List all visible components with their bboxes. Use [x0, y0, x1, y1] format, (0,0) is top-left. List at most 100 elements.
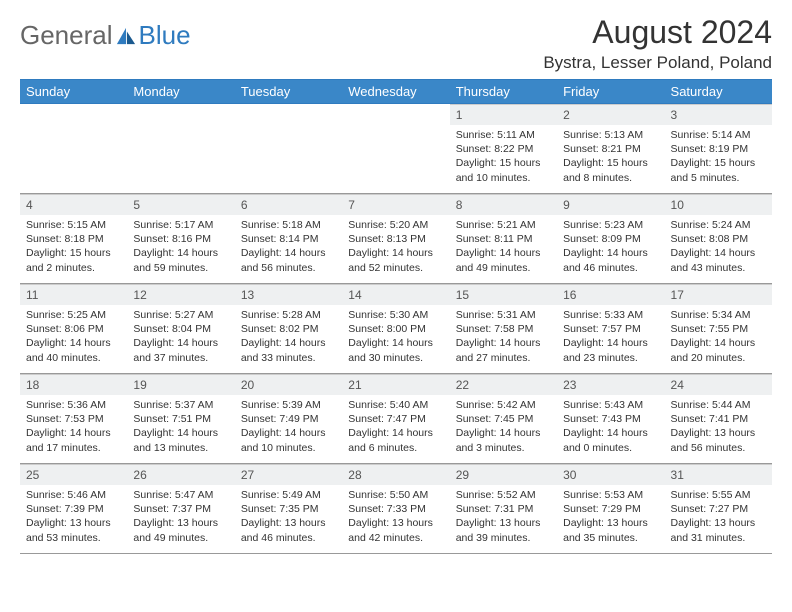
day-number: 14	[342, 284, 449, 305]
brand-logo: General Blue	[20, 20, 191, 51]
calendar-cell: 7Sunrise: 5:20 AMSunset: 8:13 PMDaylight…	[342, 194, 449, 284]
day-data: Sunrise: 5:42 AMSunset: 7:45 PMDaylight:…	[450, 395, 557, 459]
day-number: 28	[342, 464, 449, 485]
day-data: Sunrise: 5:25 AMSunset: 8:06 PMDaylight:…	[20, 305, 127, 369]
day-number: 25	[20, 464, 127, 485]
day-number: 24	[665, 374, 772, 395]
calendar-cell: 21Sunrise: 5:40 AMSunset: 7:47 PMDayligh…	[342, 374, 449, 464]
day-data: Sunrise: 5:11 AMSunset: 8:22 PMDaylight:…	[450, 125, 557, 189]
day-number: 4	[20, 194, 127, 215]
day-number: 1	[450, 104, 557, 125]
day-data: Sunrise: 5:21 AMSunset: 8:11 PMDaylight:…	[450, 215, 557, 279]
day-data: Sunrise: 5:46 AMSunset: 7:39 PMDaylight:…	[20, 485, 127, 549]
calendar-cell: 3Sunrise: 5:14 AMSunset: 8:19 PMDaylight…	[665, 104, 772, 194]
day-number: 31	[665, 464, 772, 485]
calendar-cell: 4Sunrise: 5:15 AMSunset: 8:18 PMDaylight…	[20, 194, 127, 284]
day-header: Thursday	[450, 80, 557, 104]
calendar-cell: 22Sunrise: 5:42 AMSunset: 7:45 PMDayligh…	[450, 374, 557, 464]
calendar-cell: 26Sunrise: 5:47 AMSunset: 7:37 PMDayligh…	[127, 464, 234, 554]
calendar-week-row: 25Sunrise: 5:46 AMSunset: 7:39 PMDayligh…	[20, 464, 772, 554]
day-data: Sunrise: 5:14 AMSunset: 8:19 PMDaylight:…	[665, 125, 772, 189]
day-data: Sunrise: 5:47 AMSunset: 7:37 PMDaylight:…	[127, 485, 234, 549]
day-number: 23	[557, 374, 664, 395]
logo-sail-icon	[115, 26, 137, 46]
calendar-cell	[127, 104, 234, 194]
day-number: 7	[342, 194, 449, 215]
day-number: 5	[127, 194, 234, 215]
day-number: 10	[665, 194, 772, 215]
day-data: Sunrise: 5:36 AMSunset: 7:53 PMDaylight:…	[20, 395, 127, 459]
day-number: 15	[450, 284, 557, 305]
calendar-cell: 20Sunrise: 5:39 AMSunset: 7:49 PMDayligh…	[235, 374, 342, 464]
day-data: Sunrise: 5:50 AMSunset: 7:33 PMDaylight:…	[342, 485, 449, 549]
day-header: Sunday	[20, 80, 127, 104]
day-data: Sunrise: 5:13 AMSunset: 8:21 PMDaylight:…	[557, 125, 664, 189]
calendar-cell: 2Sunrise: 5:13 AMSunset: 8:21 PMDaylight…	[557, 104, 664, 194]
calendar-cell: 14Sunrise: 5:30 AMSunset: 8:00 PMDayligh…	[342, 284, 449, 374]
calendar-cell: 28Sunrise: 5:50 AMSunset: 7:33 PMDayligh…	[342, 464, 449, 554]
day-data: Sunrise: 5:43 AMSunset: 7:43 PMDaylight:…	[557, 395, 664, 459]
calendar-cell: 12Sunrise: 5:27 AMSunset: 8:04 PMDayligh…	[127, 284, 234, 374]
day-data: Sunrise: 5:33 AMSunset: 7:57 PMDaylight:…	[557, 305, 664, 369]
day-number: 16	[557, 284, 664, 305]
brand-general: General	[20, 20, 113, 51]
day-number: 3	[665, 104, 772, 125]
day-number: 29	[450, 464, 557, 485]
calendar-cell: 13Sunrise: 5:28 AMSunset: 8:02 PMDayligh…	[235, 284, 342, 374]
calendar-week-row: 18Sunrise: 5:36 AMSunset: 7:53 PMDayligh…	[20, 374, 772, 464]
day-data: Sunrise: 5:18 AMSunset: 8:14 PMDaylight:…	[235, 215, 342, 279]
calendar-cell: 8Sunrise: 5:21 AMSunset: 8:11 PMDaylight…	[450, 194, 557, 284]
day-number: 18	[20, 374, 127, 395]
calendar-cell: 19Sunrise: 5:37 AMSunset: 7:51 PMDayligh…	[127, 374, 234, 464]
calendar-cell: 15Sunrise: 5:31 AMSunset: 7:58 PMDayligh…	[450, 284, 557, 374]
calendar-cell: 5Sunrise: 5:17 AMSunset: 8:16 PMDaylight…	[127, 194, 234, 284]
calendar-cell: 23Sunrise: 5:43 AMSunset: 7:43 PMDayligh…	[557, 374, 664, 464]
calendar-cell: 9Sunrise: 5:23 AMSunset: 8:09 PMDaylight…	[557, 194, 664, 284]
header: General Blue August 2024 Bystra, Lesser …	[20, 14, 772, 73]
day-number: 12	[127, 284, 234, 305]
day-number: 11	[20, 284, 127, 305]
title-block: August 2024 Bystra, Lesser Poland, Polan…	[543, 14, 772, 73]
day-number: 27	[235, 464, 342, 485]
day-number: 21	[342, 374, 449, 395]
calendar-cell	[342, 104, 449, 194]
calendar-cell: 31Sunrise: 5:55 AMSunset: 7:27 PMDayligh…	[665, 464, 772, 554]
day-number: 13	[235, 284, 342, 305]
day-data: Sunrise: 5:30 AMSunset: 8:00 PMDaylight:…	[342, 305, 449, 369]
day-number: 8	[450, 194, 557, 215]
day-number: 2	[557, 104, 664, 125]
day-data: Sunrise: 5:49 AMSunset: 7:35 PMDaylight:…	[235, 485, 342, 549]
location-text: Bystra, Lesser Poland, Poland	[543, 53, 772, 73]
day-data: Sunrise: 5:27 AMSunset: 8:04 PMDaylight:…	[127, 305, 234, 369]
day-header: Friday	[557, 80, 664, 104]
calendar-cell: 17Sunrise: 5:34 AMSunset: 7:55 PMDayligh…	[665, 284, 772, 374]
day-header: Tuesday	[235, 80, 342, 104]
calendar-cell: 27Sunrise: 5:49 AMSunset: 7:35 PMDayligh…	[235, 464, 342, 554]
day-number: 22	[450, 374, 557, 395]
day-data: Sunrise: 5:17 AMSunset: 8:16 PMDaylight:…	[127, 215, 234, 279]
day-data: Sunrise: 5:28 AMSunset: 8:02 PMDaylight:…	[235, 305, 342, 369]
day-data: Sunrise: 5:37 AMSunset: 7:51 PMDaylight:…	[127, 395, 234, 459]
day-header: Monday	[127, 80, 234, 104]
day-data: Sunrise: 5:24 AMSunset: 8:08 PMDaylight:…	[665, 215, 772, 279]
calendar-cell: 10Sunrise: 5:24 AMSunset: 8:08 PMDayligh…	[665, 194, 772, 284]
day-number: 6	[235, 194, 342, 215]
calendar-week-row: 4Sunrise: 5:15 AMSunset: 8:18 PMDaylight…	[20, 194, 772, 284]
month-title: August 2024	[543, 14, 772, 51]
day-number: 20	[235, 374, 342, 395]
calendar-cell: 6Sunrise: 5:18 AMSunset: 8:14 PMDaylight…	[235, 194, 342, 284]
day-number: 19	[127, 374, 234, 395]
calendar-cell: 18Sunrise: 5:36 AMSunset: 7:53 PMDayligh…	[20, 374, 127, 464]
day-data: Sunrise: 5:20 AMSunset: 8:13 PMDaylight:…	[342, 215, 449, 279]
day-data: Sunrise: 5:40 AMSunset: 7:47 PMDaylight:…	[342, 395, 449, 459]
calendar-cell: 24Sunrise: 5:44 AMSunset: 7:41 PMDayligh…	[665, 374, 772, 464]
calendar-cell	[235, 104, 342, 194]
day-header: Wednesday	[342, 80, 449, 104]
day-data: Sunrise: 5:15 AMSunset: 8:18 PMDaylight:…	[20, 215, 127, 279]
day-data: Sunrise: 5:31 AMSunset: 7:58 PMDaylight:…	[450, 305, 557, 369]
brand-blue: Blue	[139, 20, 191, 51]
calendar-cell: 29Sunrise: 5:52 AMSunset: 7:31 PMDayligh…	[450, 464, 557, 554]
calendar-week-row: 1Sunrise: 5:11 AMSunset: 8:22 PMDaylight…	[20, 104, 772, 194]
calendar-cell: 16Sunrise: 5:33 AMSunset: 7:57 PMDayligh…	[557, 284, 664, 374]
calendar-table: SundayMondayTuesdayWednesdayThursdayFrid…	[20, 79, 772, 554]
